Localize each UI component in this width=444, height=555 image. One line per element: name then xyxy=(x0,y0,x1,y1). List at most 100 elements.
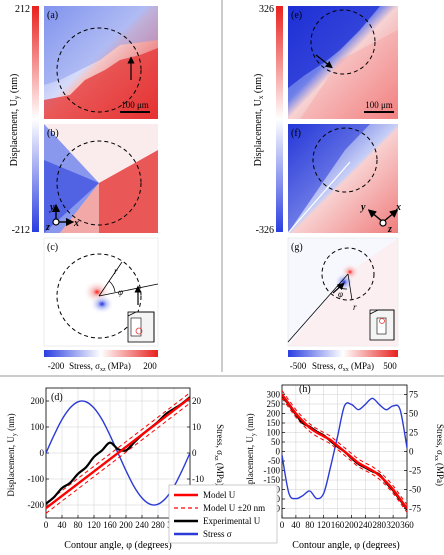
legend: Model U Model U ±20 nm Experimental U Stres… xyxy=(168,484,278,544)
stress-colorbar-right xyxy=(288,350,398,357)
x-tick-label: 360 xyxy=(400,520,414,530)
y-tick-label: -150 xyxy=(264,475,281,485)
series-line-stress- xyxy=(282,397,407,500)
chart-d-xlabel: Contour angle, φ (degrees) xyxy=(64,540,171,550)
y2-tick-label: 0 xyxy=(409,447,414,457)
panel-c: r φ (c) xyxy=(43,237,159,347)
panel-label-d: (d) xyxy=(51,392,63,403)
colorbar-left-label: Displacement, Uy (nm) xyxy=(9,74,21,167)
y-tick-label: 0 xyxy=(40,448,45,458)
y-tick-label: 100 xyxy=(31,422,45,432)
y2-tick-label: 25 xyxy=(409,428,419,438)
specimen-icon-g xyxy=(369,309,395,341)
svg-text:y: y xyxy=(49,202,55,213)
colorbar-left xyxy=(32,6,39,232)
x-tick-label: 280 xyxy=(372,520,386,530)
chart-d-ylabel: Displacement, Uy (nm) xyxy=(6,413,18,496)
svg-text:z: z xyxy=(45,222,50,233)
y2-tick-label: -50 xyxy=(409,485,421,495)
y2-tick-label: -25 xyxy=(409,466,421,476)
stress-colorbar-left-label: Stress, σxz (MPa) xyxy=(69,361,131,373)
x-tick-label: 200 xyxy=(119,520,133,530)
specimen-icon-c xyxy=(127,311,155,343)
x-tick-label: 160 xyxy=(331,520,345,530)
series-line-model-u xyxy=(282,393,407,510)
series-line-model-u-20-nm xyxy=(46,402,190,514)
series-group xyxy=(46,392,190,514)
svg-text:r: r xyxy=(114,266,118,276)
axes-triad-left: y x z xyxy=(45,202,79,233)
svg-text:z: z xyxy=(387,224,392,235)
colorbar-right-label: Displacement, Ux (nm) xyxy=(253,74,265,167)
svg-text:x: x xyxy=(395,202,401,213)
stress-colorbar-right-min: -500 xyxy=(290,361,307,371)
chart-d: 04080120160200240280320360-200-100010020… xyxy=(28,387,204,530)
panel-label-e: (e) xyxy=(291,10,302,21)
y-tick-label: 200 xyxy=(267,409,281,419)
chart-h-y2label: Stress, σxx (MPa) xyxy=(433,424,444,486)
y2-tick-label: -10 xyxy=(192,474,204,484)
svg-text:φ: φ xyxy=(118,287,123,297)
panel-label-a: (a) xyxy=(47,10,58,21)
y2-tick-label: 20 xyxy=(192,396,202,406)
y-tick-label: 150 xyxy=(267,418,281,428)
y2-tick-label: 0 xyxy=(192,448,197,458)
chart-h: 04080120160200240280320360-300-250-200-1… xyxy=(264,384,421,530)
axes-triad-right: y x z xyxy=(360,202,401,235)
panel-label-f: (f) xyxy=(291,128,301,139)
y-tick-label: 300 xyxy=(267,390,281,400)
svg-text:φ: φ xyxy=(338,289,343,299)
x-tick-label: 200 xyxy=(345,520,359,530)
y-tick-label: -50 xyxy=(268,456,280,466)
x-tick-label: 120 xyxy=(87,520,101,530)
y-tick-label: 250 xyxy=(267,399,281,409)
x-tick-label: 0 xyxy=(280,520,285,530)
stress-colorbar-right-max: 500 xyxy=(383,361,397,371)
panel-e: 100 μm (e) xyxy=(288,6,398,119)
panel-label-h: (h) xyxy=(299,384,311,395)
x-tick-label: 240 xyxy=(135,520,149,530)
y-tick-label: 100 xyxy=(267,428,281,438)
stress-colorbar-right-label: Stress, σxx (MPa) xyxy=(312,361,374,373)
y-tick-label: 50 xyxy=(271,437,281,447)
y2-tick-label: 50 xyxy=(409,409,419,419)
stress-colorbar-left-max: 200 xyxy=(143,361,157,371)
colorbar-right-min: -326 xyxy=(256,225,274,236)
svg-text:y: y xyxy=(360,202,366,213)
legend-label: Model U ±20 nm xyxy=(203,503,265,513)
colorbar-right-max: 326 xyxy=(259,4,274,15)
chart-h-xlabel: Contour angle, φ (degrees) xyxy=(292,540,399,550)
x-tick-label: 320 xyxy=(386,520,400,530)
y-tick-label: 0 xyxy=(276,447,281,457)
x-tick-label: 80 xyxy=(74,520,84,530)
x-tick-label: 120 xyxy=(317,520,331,530)
panel-b: y x z (b) xyxy=(44,124,158,233)
panel-label-c: (c) xyxy=(47,242,58,253)
colorbar-right xyxy=(276,6,283,232)
x-tick-label: 40 xyxy=(58,520,68,530)
y-tick-label: 200 xyxy=(31,396,45,406)
x-tick-label: 240 xyxy=(359,520,373,530)
series-group xyxy=(282,390,407,513)
legend-label: Model U xyxy=(203,490,236,500)
x-tick-label: 280 xyxy=(151,520,165,530)
y-tick-label: -100 xyxy=(264,466,281,476)
x-tick-label: 0 xyxy=(44,520,49,530)
x-tick-label: 80 xyxy=(305,520,315,530)
panel-a: 100 μm (a) xyxy=(44,6,158,119)
y2-tick-label: 10 xyxy=(192,422,202,432)
stress-colorbar-left xyxy=(44,350,158,357)
x-tick-label: 40 xyxy=(291,520,301,530)
legend-label: Stress σ xyxy=(203,529,232,539)
series-line-model-u-20-nm xyxy=(46,392,190,504)
series-line-experimental-u xyxy=(46,396,190,505)
panel-label-g: (g) xyxy=(291,242,303,253)
y-tick-label: -100 xyxy=(28,474,45,484)
scalebar-right-label: 100 μm xyxy=(365,100,393,110)
panel-label-b: (b) xyxy=(47,128,59,139)
legend-label: Experimental U xyxy=(203,516,261,526)
series-line-model-u-20-nm xyxy=(282,390,407,505)
panel-f: y x z (f) xyxy=(287,124,401,235)
chart-h-ylabel: Displacement, Uy (nm) xyxy=(245,413,257,496)
